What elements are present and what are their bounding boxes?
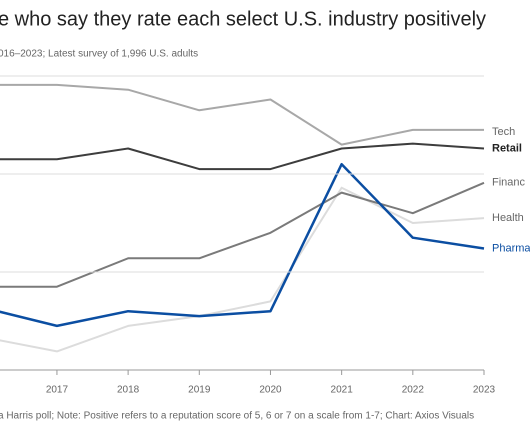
x-tick-label: 2021 bbox=[331, 385, 354, 396]
series-label: Pharma bbox=[492, 242, 530, 254]
series-label: Health bbox=[492, 212, 524, 224]
x-tick-label: 2022 bbox=[402, 385, 425, 396]
series-line bbox=[0, 186, 485, 353]
x-tick-label: 2017 bbox=[46, 385, 69, 396]
chart-footer: a Harris poll; Note: Positive refers to … bbox=[0, 411, 474, 422]
series-line bbox=[0, 162, 485, 328]
x-tick-label: 2020 bbox=[259, 385, 282, 396]
series-label: Tech bbox=[492, 126, 515, 138]
chart-title: e who say they rate each select U.S. ind… bbox=[0, 8, 486, 30]
chart-subtitle: 016–2023; Latest survey of 1,996 U.S. ad… bbox=[0, 49, 198, 60]
series-label: Retail bbox=[492, 142, 522, 154]
series-label: Financ bbox=[492, 177, 526, 189]
series-line bbox=[0, 181, 485, 288]
x-tick-label: 2019 bbox=[188, 385, 211, 396]
x-tick-label: 2023 bbox=[473, 385, 496, 396]
plot-area bbox=[0, 83, 485, 353]
series-line bbox=[0, 142, 485, 171]
x-tick-label: 2018 bbox=[117, 385, 140, 396]
series-line bbox=[0, 83, 484, 146]
